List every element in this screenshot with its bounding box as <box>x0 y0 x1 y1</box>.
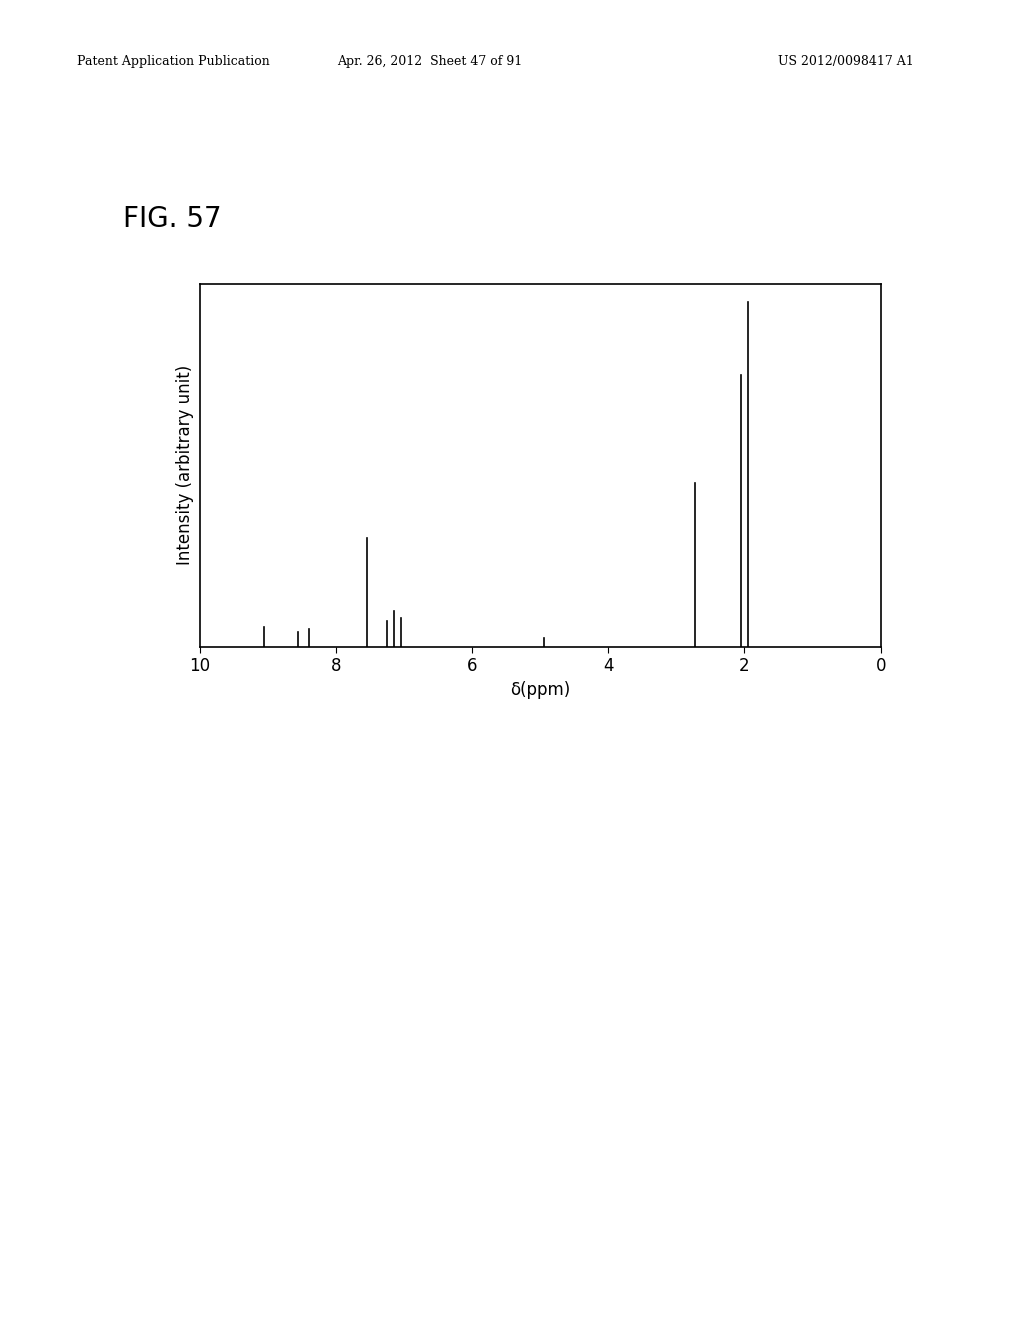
Text: US 2012/0098417 A1: US 2012/0098417 A1 <box>778 55 914 69</box>
Text: Patent Application Publication: Patent Application Publication <box>77 55 269 69</box>
Text: FIG. 57: FIG. 57 <box>123 205 221 232</box>
Text: Apr. 26, 2012  Sheet 47 of 91: Apr. 26, 2012 Sheet 47 of 91 <box>338 55 522 69</box>
X-axis label: δ(ppm): δ(ppm) <box>510 681 570 698</box>
Y-axis label: Intensity (arbitrary unit): Intensity (arbitrary unit) <box>176 366 195 565</box>
